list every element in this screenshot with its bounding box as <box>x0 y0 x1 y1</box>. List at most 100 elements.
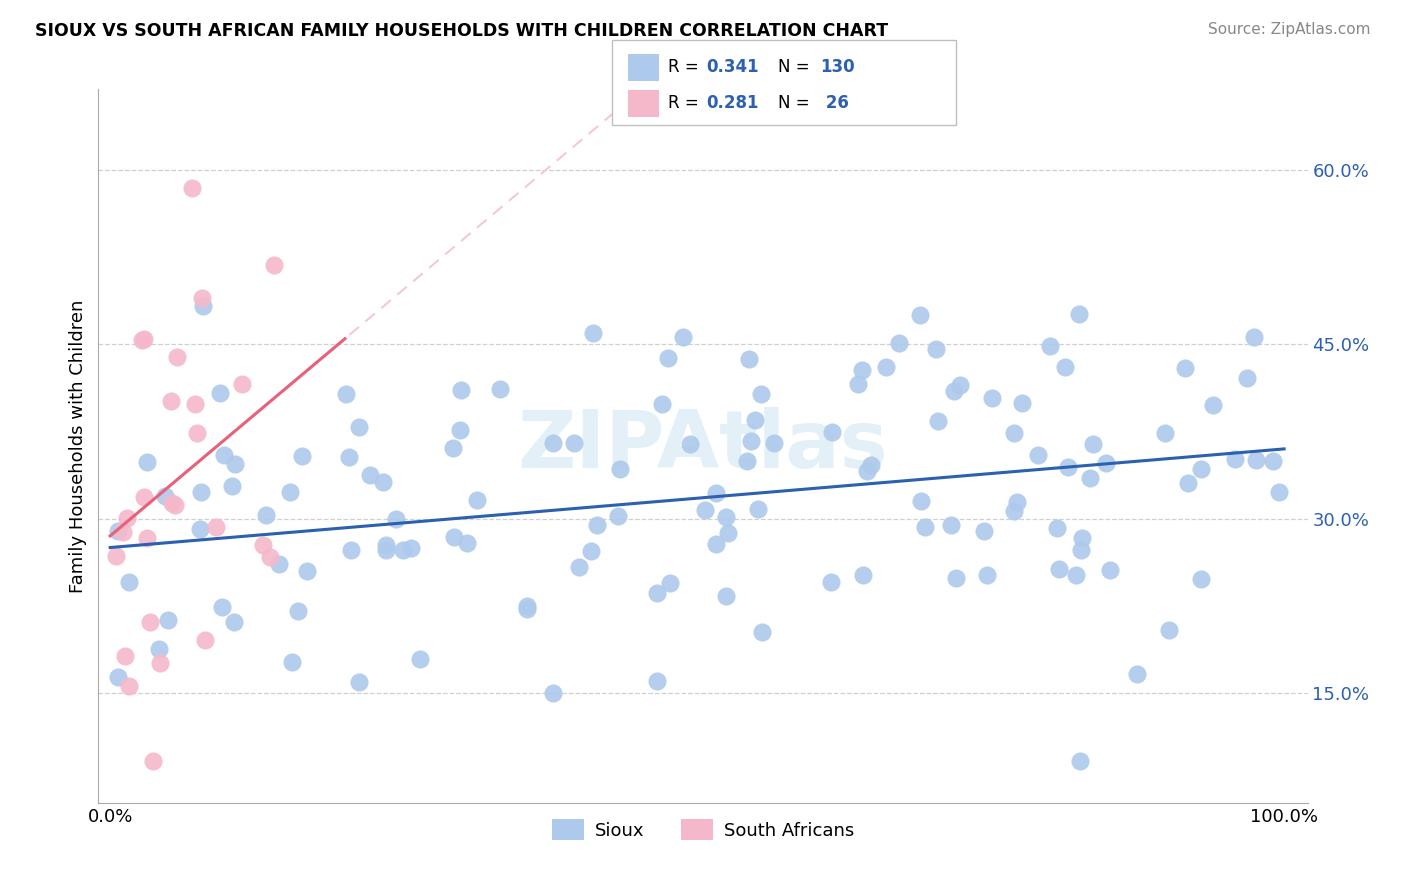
Point <box>679 437 702 451</box>
Point <box>582 326 605 341</box>
Point <box>132 490 155 504</box>
Text: 130: 130 <box>820 58 855 76</box>
Point <box>1154 425 1177 440</box>
Point <box>695 502 717 516</box>
Point <box>714 589 737 603</box>
Point <box>156 613 179 627</box>
Point <box>399 541 422 555</box>
Point <box>516 599 538 614</box>
Point <box>914 520 936 534</box>
Point <box>450 384 472 398</box>
Point <box>107 670 129 684</box>
Point <box>1159 623 1181 637</box>
Point <box>111 524 134 539</box>
Point <box>1189 462 1212 476</box>
Point <box>136 454 159 468</box>
Point <box>347 420 370 434</box>
Point <box>269 557 291 571</box>
Point <box>1083 437 1105 451</box>
Text: N =: N = <box>778 94 814 112</box>
Point <box>1236 370 1258 384</box>
Point <box>706 537 728 551</box>
Point <box>749 387 772 401</box>
Point <box>747 501 769 516</box>
Point <box>259 550 281 565</box>
Point <box>586 518 609 533</box>
Point <box>1046 521 1069 535</box>
Point <box>1064 567 1087 582</box>
Point <box>191 299 214 313</box>
Point <box>163 498 186 512</box>
Point <box>889 335 911 350</box>
Point <box>856 464 879 478</box>
Point <box>1223 452 1246 467</box>
Text: 0.341: 0.341 <box>706 58 758 76</box>
Text: R =: R = <box>668 58 704 76</box>
Point <box>340 542 363 557</box>
Point <box>194 633 217 648</box>
Point <box>291 450 314 464</box>
Point <box>181 181 204 195</box>
Point <box>160 496 183 510</box>
Point <box>875 359 897 374</box>
Point <box>204 520 226 534</box>
Point <box>231 376 253 391</box>
Point <box>209 386 232 401</box>
Point <box>1070 543 1092 558</box>
Point <box>142 754 165 768</box>
Point <box>1011 396 1033 410</box>
Point <box>763 436 786 450</box>
Point <box>942 384 965 399</box>
Point <box>945 571 967 585</box>
Text: SIOUX VS SOUTH AFRICAN FAMILY HOUSEHOLDS WITH CHILDREN CORRELATION CHART: SIOUX VS SOUTH AFRICAN FAMILY HOUSEHOLDS… <box>35 22 889 40</box>
Point <box>1005 494 1028 508</box>
Point <box>716 509 738 524</box>
Point <box>211 599 233 614</box>
Text: Source: ZipAtlas.com: Source: ZipAtlas.com <box>1208 22 1371 37</box>
Point <box>852 568 875 582</box>
Point <box>1189 572 1212 586</box>
Point <box>132 332 155 346</box>
Point <box>1039 339 1062 353</box>
Point <box>443 530 465 544</box>
Point <box>149 656 172 670</box>
Point <box>738 352 761 367</box>
Point <box>159 394 181 409</box>
Point <box>1078 471 1101 485</box>
Legend: Sioux, South Africans: Sioux, South Africans <box>544 812 862 847</box>
Point <box>846 377 869 392</box>
Text: N =: N = <box>778 58 814 76</box>
Point <box>118 679 141 693</box>
Point <box>981 391 1004 405</box>
Point <box>568 560 591 574</box>
Point <box>166 351 188 365</box>
Point <box>1002 503 1025 517</box>
Point <box>1267 484 1289 499</box>
Point <box>409 652 432 666</box>
Point <box>1126 667 1149 681</box>
Point <box>221 479 243 493</box>
Point <box>820 574 842 589</box>
Point <box>925 342 948 356</box>
Point <box>740 434 762 449</box>
Point <box>658 576 681 591</box>
Point <box>337 450 360 465</box>
Point <box>645 673 668 688</box>
Point <box>488 383 510 397</box>
Point <box>256 508 278 522</box>
Point <box>1026 448 1049 462</box>
Point <box>139 615 162 630</box>
Point <box>1243 329 1265 343</box>
Point <box>1177 476 1199 491</box>
Point <box>252 538 274 552</box>
Point <box>280 655 302 669</box>
Point <box>191 291 214 305</box>
Point <box>927 414 949 428</box>
Text: 26: 26 <box>820 94 849 112</box>
Point <box>1002 426 1025 441</box>
Point <box>1071 531 1094 545</box>
Point <box>860 458 883 473</box>
Point <box>441 442 464 456</box>
Text: ZIPAtlas: ZIPAtlas <box>517 407 889 485</box>
Point <box>278 484 301 499</box>
